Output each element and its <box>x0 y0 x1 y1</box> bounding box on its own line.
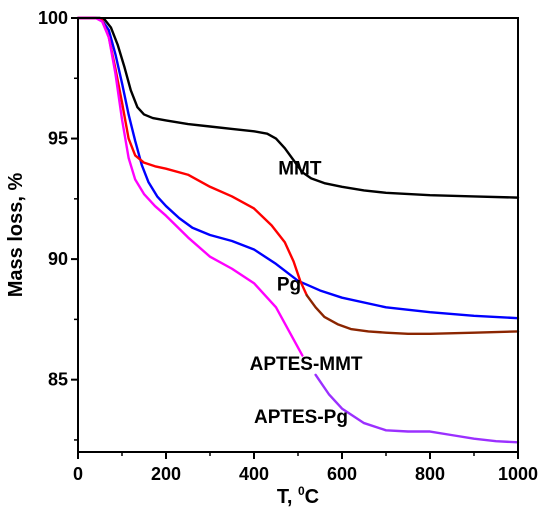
x-tick-label: 600 <box>327 464 357 484</box>
y-axis-title: Mass loss, % <box>5 173 27 298</box>
x-tick-label: 1000 <box>498 464 538 484</box>
y-tick-label: 90 <box>48 249 68 269</box>
x-axis-title-main: T, <box>277 486 298 508</box>
series-label-aptes-pg: APTES-Pg <box>254 407 348 428</box>
series-line-pg <box>76 16 520 320</box>
x-tick-label: 800 <box>415 464 445 484</box>
y-tick-label: 85 <box>48 370 68 390</box>
series-line-aptes-pg <box>76 16 304 357</box>
series-label-aptes-mmt: APTES-MMT <box>250 354 363 375</box>
x-tick-label: 0 <box>73 464 83 484</box>
series-line-aptes-mmt-tail <box>305 294 520 336</box>
labels-layer: MMT Pg APTES-MMT APTES-Pg <box>250 159 363 428</box>
series-line-mmt <box>76 16 520 199</box>
series-label-pg: Pg <box>277 274 301 295</box>
x-axis-title-unit: C <box>305 486 319 508</box>
y-tick-label: 95 <box>48 129 68 149</box>
plot-frame <box>77 17 519 453</box>
y-tick-label: 100 <box>38 8 68 28</box>
x-tick-label: 400 <box>239 464 269 484</box>
x-axis-title: T, 0C <box>277 484 319 508</box>
x-tick-label: 200 <box>151 464 181 484</box>
series-layer <box>76 16 520 444</box>
x-axis-title-sup: 0 <box>298 484 305 498</box>
series-line-aptes-pg-tail <box>314 373 520 444</box>
series-label-mmt: MMT <box>278 159 322 180</box>
axes-layer: 0 200 400 600 800 1000 85 90 95 100 <box>38 8 538 484</box>
